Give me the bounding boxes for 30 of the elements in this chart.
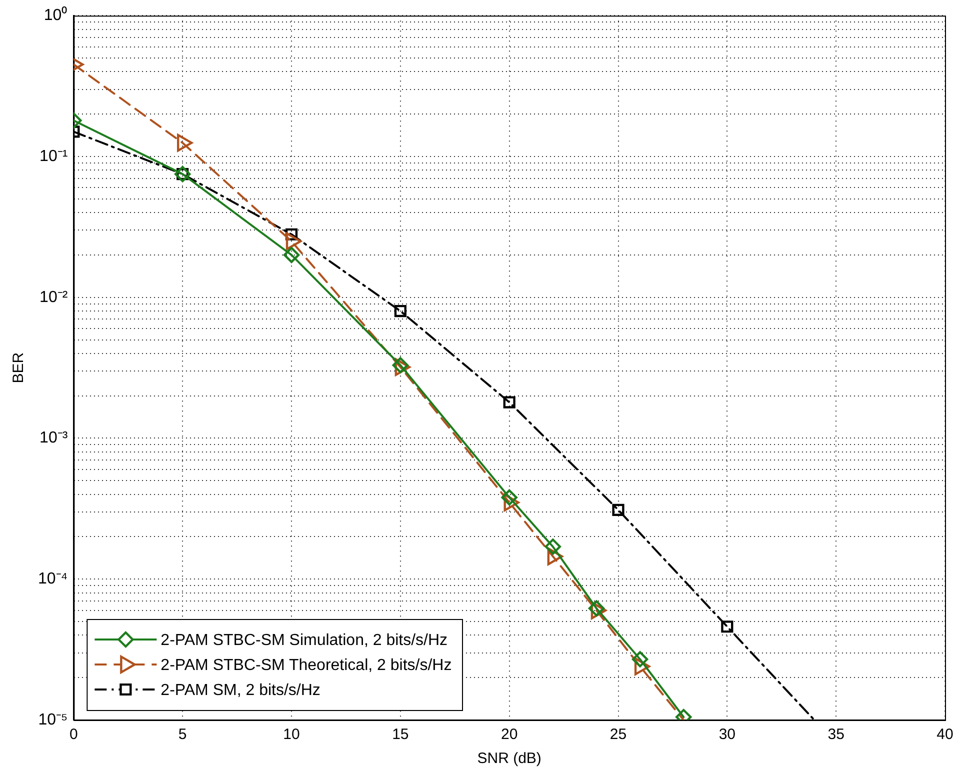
point <box>286 232 302 250</box>
y-tick-label: 10⁻⁵ <box>38 711 68 728</box>
x-tick-label: 0 <box>70 726 78 744</box>
x-tick-label: 40 <box>936 726 954 744</box>
point <box>588 600 605 616</box>
x-tick-label: 15 <box>392 726 409 744</box>
y-tick-label: 10⁻¹ <box>40 148 68 165</box>
x-tick-label: 5 <box>178 726 187 744</box>
x-tick-label: 35 <box>828 726 844 744</box>
x-tick-label: 30 <box>718 726 736 744</box>
y-tick-label: 10⁻⁴ <box>38 570 68 588</box>
legend-label: 2-PAM STBC-SM Simulation, 2 bits/s/Hz <box>160 632 448 649</box>
point <box>721 620 734 633</box>
point <box>394 304 406 318</box>
x-axis-title: SNR (dB) <box>477 750 542 768</box>
legend-label: 2-PAM STBC-SM Theoretical, 2 bits/s/Hz <box>160 656 452 674</box>
point <box>544 538 562 555</box>
y-tick-label: 10⁻² <box>40 288 68 306</box>
y-tick-label: 10⁰ <box>44 6 68 24</box>
x-tick-label: 10 <box>283 726 300 744</box>
point <box>503 396 516 408</box>
point <box>632 651 648 668</box>
point <box>612 504 624 516</box>
x-tick-label: 25 <box>610 726 627 744</box>
point <box>176 134 193 152</box>
y-axis-title: BER <box>10 352 28 384</box>
point <box>501 489 518 506</box>
y-tick-label: 10⁻³ <box>40 430 68 447</box>
legend-label: 2-PAM SM, 2 bits/s/Hz <box>160 682 320 699</box>
x-tick-label: 20 <box>500 726 518 744</box>
